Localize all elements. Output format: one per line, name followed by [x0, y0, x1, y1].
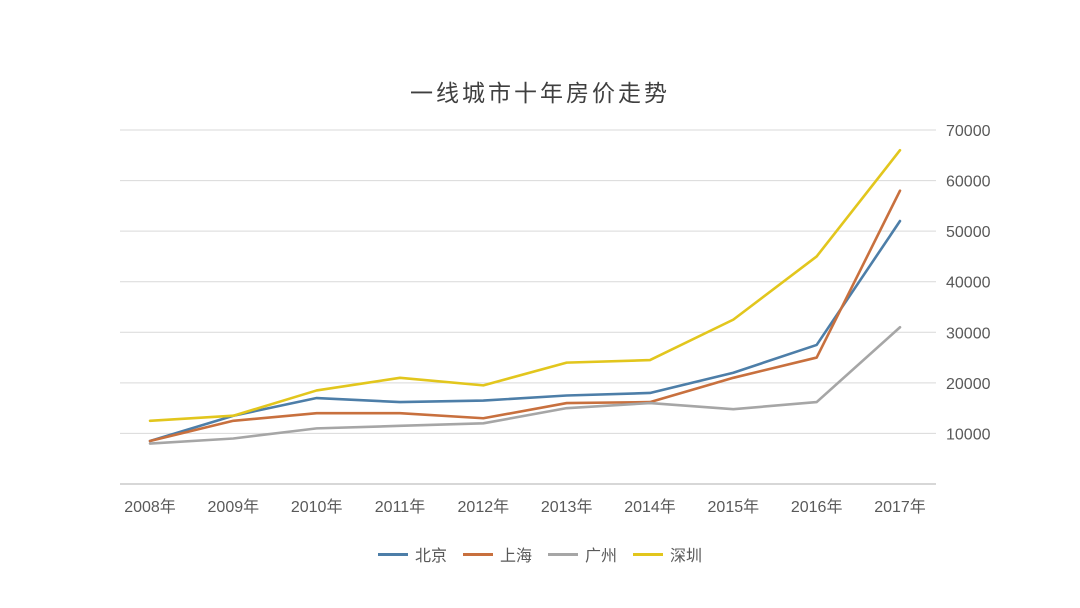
y-tick-label: 40000: [946, 275, 991, 292]
x-tick-label: 2016年: [791, 498, 843, 516]
x-tick-label: 2015年: [708, 498, 760, 516]
series-line-beijing: [148, 219, 902, 443]
legend-item-guangzhou: 广州: [548, 542, 617, 566]
legend-label-shanghai: 上海: [499, 548, 532, 565]
y-tick-label: 10000: [946, 426, 991, 443]
series-line-shenzhen: [148, 148, 902, 423]
legend-swatch-shanghai: [462, 552, 493, 556]
x-tick-label: 2008年: [124, 498, 176, 516]
x-tick-label: 2011年: [375, 498, 425, 516]
y-tick-label: 20000: [946, 376, 991, 393]
x-tick-label: 2013年: [541, 498, 593, 516]
legend-label-shenzhen: 深圳: [670, 548, 703, 565]
x-tick-label: 2009年: [208, 498, 260, 516]
y-tick-label: 60000: [946, 174, 991, 191]
series-line-guangzhou: [148, 325, 902, 445]
legend-item-shenzhen: 深圳: [633, 542, 702, 566]
x-tick-label: 2014年: [624, 498, 676, 516]
legend-item-shanghai: 上海: [462, 542, 532, 566]
x-tick-label: 2017年: [874, 498, 926, 516]
x-tick-label: 2010年: [291, 498, 343, 516]
legend-label-guangzhou: 广州: [585, 548, 618, 565]
legend-label-beijing: 北京: [414, 548, 447, 565]
chart-title: 一线城市十年房价走势: [410, 81, 670, 106]
y-tick-label: 70000: [946, 123, 991, 140]
x-tick-label: 2012年: [458, 498, 510, 516]
chart-legend: 北京 上海 广州 深圳: [0, 542, 1080, 566]
legend-swatch-beijing: [377, 552, 408, 556]
y-tick-label: 30000: [946, 325, 991, 342]
series-line-shanghai: [148, 189, 902, 443]
y-tick-label: 50000: [946, 224, 991, 241]
legend-item-beijing: 北京: [377, 542, 447, 566]
legend-swatch-shenzhen: [633, 552, 664, 556]
legend-swatch-guangzhou: [548, 552, 578, 556]
